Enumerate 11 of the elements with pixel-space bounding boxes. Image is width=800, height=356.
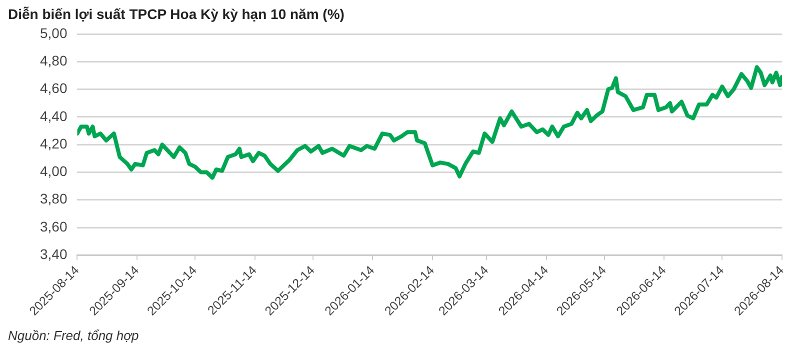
y-tick-label: 4,40 [40, 108, 68, 124]
y-tick-label: 3,80 [40, 190, 68, 207]
y-tick-label: 4,80 [40, 52, 68, 69]
chart-title: Diễn biến lợi suất TPCP Hoa Kỳ kỳ hạn 10 năm (%) [8, 6, 344, 22]
y-tick-label: 4,60 [40, 80, 68, 96]
y-tick-label: 3,60 [40, 218, 68, 234]
y-tick-label: 3,40 [40, 246, 68, 262]
y-tick-label: 4,20 [40, 135, 68, 152]
text: Nguồn: Fred, tổng hợp [8, 328, 139, 343]
y-tick-label: 5,00 [40, 24, 68, 41]
y-tick-label: 4,00 [40, 163, 68, 180]
